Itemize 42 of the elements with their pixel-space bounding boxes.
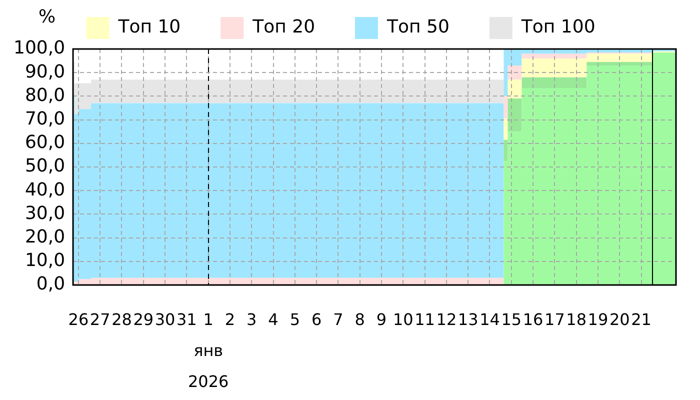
x-tick-label: 12 — [436, 310, 457, 329]
x-tick-label: 21 — [631, 310, 652, 329]
x-tick-label: 20 — [609, 310, 630, 329]
y-tick-label: 20,0 — [24, 226, 66, 248]
x-tick-label: 30 — [154, 310, 176, 329]
x-tick-label: 17 — [544, 310, 565, 329]
x-tick-label: 6 — [311, 310, 322, 329]
legend-label: Топ 10 — [117, 16, 181, 38]
x-tick-label: 2 — [224, 310, 236, 329]
x-tick-label: 8 — [354, 310, 365, 329]
x-tick-label: 10 — [392, 310, 414, 329]
y-axis-title: % — [38, 6, 56, 28]
x-tick-label: 18 — [566, 310, 587, 329]
x-tick-label: 15 — [501, 310, 522, 329]
x-tick-label: 3 — [246, 310, 257, 329]
x-tick-label: 29 — [133, 310, 154, 329]
x-tick-label: 28 — [112, 310, 132, 329]
legend-label: Топ 50 — [386, 16, 450, 38]
y-tick-label: 10,0 — [24, 250, 66, 272]
x-tick-label: 13 — [458, 310, 478, 329]
y-tick-label: 40,0 — [24, 179, 66, 200]
y-tick-label: 0,0 — [36, 274, 66, 295]
x-tick-label: 26 — [68, 310, 89, 329]
y-tick-label: 100,0 — [14, 38, 66, 59]
y-tick-label: 70,0 — [24, 108, 66, 130]
x-tick-label: 27 — [90, 310, 110, 329]
y-tick-label: 90,0 — [24, 61, 66, 82]
y-tick-label: 60,0 — [24, 132, 66, 154]
x-tick-label: 5 — [290, 310, 300, 329]
legend-label: Топ 100 — [520, 16, 596, 38]
x-tick-label: 4 — [268, 310, 278, 329]
y-tick-label: 80,0 — [24, 84, 66, 106]
y-tick-label: 50,0 — [24, 156, 66, 177]
x-tick-label: 9 — [376, 310, 387, 329]
x-tick-label: 14 — [480, 310, 500, 329]
x-tick-label: 16 — [522, 310, 544, 329]
legend-label: Топ 20 — [252, 16, 316, 38]
x-tick-label: 11 — [414, 310, 435, 329]
x-tick-label: 19 — [588, 310, 608, 329]
y-tick-label: 30,0 — [24, 202, 66, 224]
x-tick-label: 31 — [176, 310, 197, 329]
x-tick-label: 7 — [333, 310, 344, 329]
